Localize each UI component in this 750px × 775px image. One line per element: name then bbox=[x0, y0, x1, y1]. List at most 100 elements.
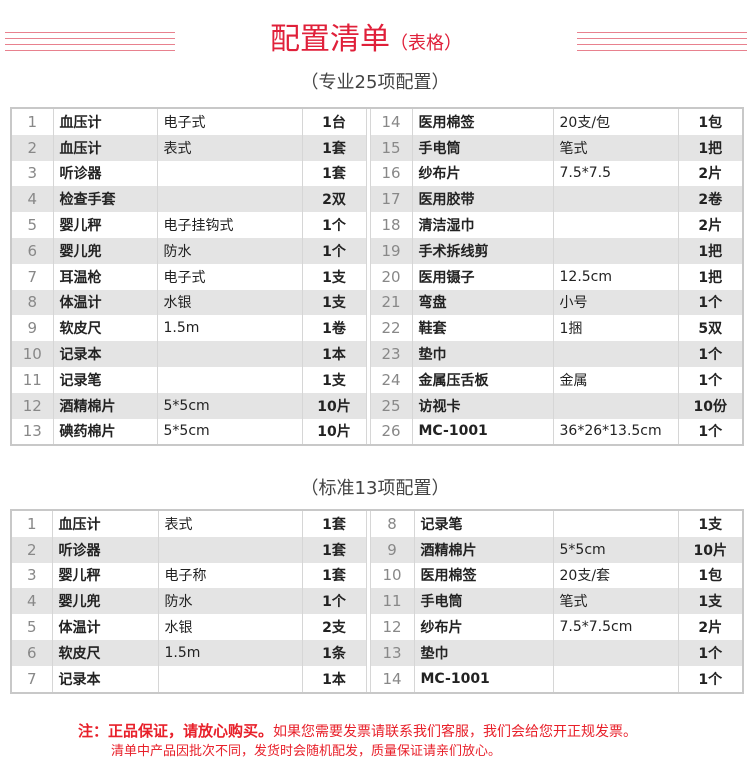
item-spec: 7.5*7.5 bbox=[553, 160, 679, 187]
item-quantity: 1支 bbox=[302, 366, 367, 393]
table-row: 6 婴儿兜 防水 1个 19 手术拆线剪 1把 bbox=[11, 237, 744, 264]
item-number: 11 bbox=[370, 588, 415, 615]
table-row: 4 婴儿兜 防水 1个 11 手电筒 笔式 1支 bbox=[11, 588, 744, 615]
item-spec: 36*26*13.5cm bbox=[553, 418, 679, 446]
item-number: 13 bbox=[370, 639, 415, 666]
item-number: 12 bbox=[370, 614, 415, 640]
item-number: 14 bbox=[370, 665, 415, 693]
note-line-1: 注：正品保证，请放心购买。如果您需要发票请联系我们客服，我们会给您开正规发票。 bbox=[78, 722, 638, 740]
item-quantity: 5双 bbox=[678, 315, 744, 342]
item-number: 26 bbox=[370, 418, 413, 446]
column-gap bbox=[366, 392, 371, 419]
item-number: 19 bbox=[370, 237, 413, 264]
item-spec bbox=[158, 665, 303, 693]
item-number: 6 bbox=[11, 639, 53, 666]
item-quantity: 1把 bbox=[678, 263, 744, 290]
item-name: 体温计 bbox=[53, 289, 158, 316]
table-row: 7 记录本 1本 14 MC-1001 1个 bbox=[11, 665, 744, 693]
table-row: 5 体温计 水银 2支 12 纱布片 7.5*7.5cm 2片 bbox=[11, 614, 744, 640]
item-number: 3 bbox=[11, 160, 54, 187]
item-spec: 1.5m bbox=[157, 315, 303, 342]
item-quantity: 1本 bbox=[302, 341, 367, 367]
item-name: 碘药棉片 bbox=[53, 418, 158, 446]
item-quantity: 1台 bbox=[302, 108, 367, 135]
item-quantity: 1支 bbox=[678, 510, 744, 537]
item-name: 鞋套 bbox=[412, 315, 554, 342]
item-spec bbox=[157, 366, 303, 393]
item-spec: 电子式 bbox=[157, 108, 303, 135]
decor-lines-left bbox=[5, 32, 175, 52]
item-name: 听诊器 bbox=[53, 160, 158, 187]
item-number: 20 bbox=[370, 263, 413, 290]
pro-config-table: 1 血压计 电子式 1台 14 医用棉签 20支/包 1包 2 血压计 表式 1套 15 手电筒 笔式 1把 3… bbox=[10, 107, 744, 447]
item-spec bbox=[158, 536, 303, 563]
item-spec: 防水 bbox=[158, 588, 303, 615]
table-row: 8 体温计 水银 1支 21 弯盘 小号 1个 bbox=[11, 289, 744, 316]
item-quantity: 1把 bbox=[678, 237, 744, 264]
table-row: 1 血压计 电子式 1台 14 医用棉签 20支/包 1包 bbox=[11, 108, 744, 135]
item-quantity: 2片 bbox=[678, 160, 744, 187]
item-name: 婴儿兜 bbox=[52, 588, 159, 615]
column-gap bbox=[366, 108, 371, 135]
item-name: 纱布片 bbox=[412, 160, 554, 187]
item-name: 金属压舌板 bbox=[412, 366, 554, 393]
item-name: 医用棉签 bbox=[414, 562, 554, 589]
std-subtitle: （标准13项配置） bbox=[300, 478, 450, 499]
item-quantity: 10片 bbox=[302, 392, 367, 419]
item-quantity: 1支 bbox=[302, 263, 367, 290]
item-quantity: 1把 bbox=[678, 134, 744, 161]
item-quantity: 1支 bbox=[678, 588, 744, 615]
item-spec: 12.5cm bbox=[553, 263, 679, 290]
column-gap bbox=[366, 341, 371, 367]
item-spec bbox=[553, 186, 679, 213]
item-spec bbox=[553, 341, 679, 367]
item-number: 8 bbox=[11, 289, 54, 316]
item-name: 婴儿秤 bbox=[52, 562, 159, 589]
item-number: 25 bbox=[370, 392, 413, 419]
item-name: 手术拆线剪 bbox=[412, 237, 554, 264]
item-spec: 表式 bbox=[157, 134, 303, 161]
table-row: 10 记录本 1本 23 垫巾 1个 bbox=[11, 341, 744, 367]
item-name: 记录本 bbox=[52, 665, 159, 693]
item-spec bbox=[553, 665, 679, 693]
column-gap bbox=[366, 536, 371, 563]
item-name: 软皮尺 bbox=[53, 315, 158, 342]
item-name: 访视卡 bbox=[412, 392, 554, 419]
item-name: 医用胶带 bbox=[412, 186, 554, 213]
item-quantity: 1个 bbox=[678, 289, 744, 316]
item-number: 18 bbox=[370, 212, 413, 238]
item-spec: 电子挂钩式 bbox=[157, 212, 303, 238]
item-spec: 防水 bbox=[157, 237, 303, 264]
item-name: 检查手套 bbox=[53, 186, 158, 213]
item-quantity: 1卷 bbox=[302, 315, 367, 342]
item-quantity: 2卷 bbox=[678, 186, 744, 213]
column-gap bbox=[366, 186, 371, 213]
table-row: 2 血压计 表式 1套 15 手电筒 笔式 1把 bbox=[11, 134, 744, 161]
table-row: 6 软皮尺 1.5m 1条 13 垫巾 1个 bbox=[11, 639, 744, 666]
item-number: 22 bbox=[370, 315, 413, 342]
item-number: 15 bbox=[370, 134, 413, 161]
item-number: 2 bbox=[11, 134, 54, 161]
item-number: 11 bbox=[11, 366, 54, 393]
item-quantity: 1支 bbox=[302, 289, 367, 316]
item-spec: 水银 bbox=[158, 614, 303, 640]
item-quantity: 1个 bbox=[678, 341, 744, 367]
table-row: 12 酒精棉片 5*5cm 10片 25 访视卡 10份 bbox=[11, 392, 744, 419]
item-quantity: 1包 bbox=[678, 108, 744, 135]
pro-subtitle: （专业25项配置） bbox=[300, 72, 450, 93]
item-quantity: 1条 bbox=[302, 639, 367, 666]
column-gap bbox=[366, 289, 371, 316]
item-name: 婴儿兜 bbox=[53, 237, 158, 264]
item-name: 清洁湿巾 bbox=[412, 212, 554, 238]
item-number: 9 bbox=[11, 315, 54, 342]
table-row: 4 检查手套 2双 17 医用胶带 2卷 bbox=[11, 186, 744, 213]
item-spec: 笔式 bbox=[553, 588, 679, 615]
item-quantity: 10份 bbox=[678, 392, 744, 419]
item-name: 垫巾 bbox=[414, 639, 554, 666]
item-spec: 1捆 bbox=[553, 315, 679, 342]
item-name: 血压计 bbox=[53, 134, 158, 161]
table-row: 9 软皮尺 1.5m 1卷 22 鞋套 1捆 5双 bbox=[11, 315, 744, 342]
item-spec: 金属 bbox=[553, 366, 679, 393]
table-row: 2 听诊器 1套 9 酒精棉片 5*5cm 10片 bbox=[11, 536, 744, 563]
item-spec: 电子称 bbox=[158, 562, 303, 589]
